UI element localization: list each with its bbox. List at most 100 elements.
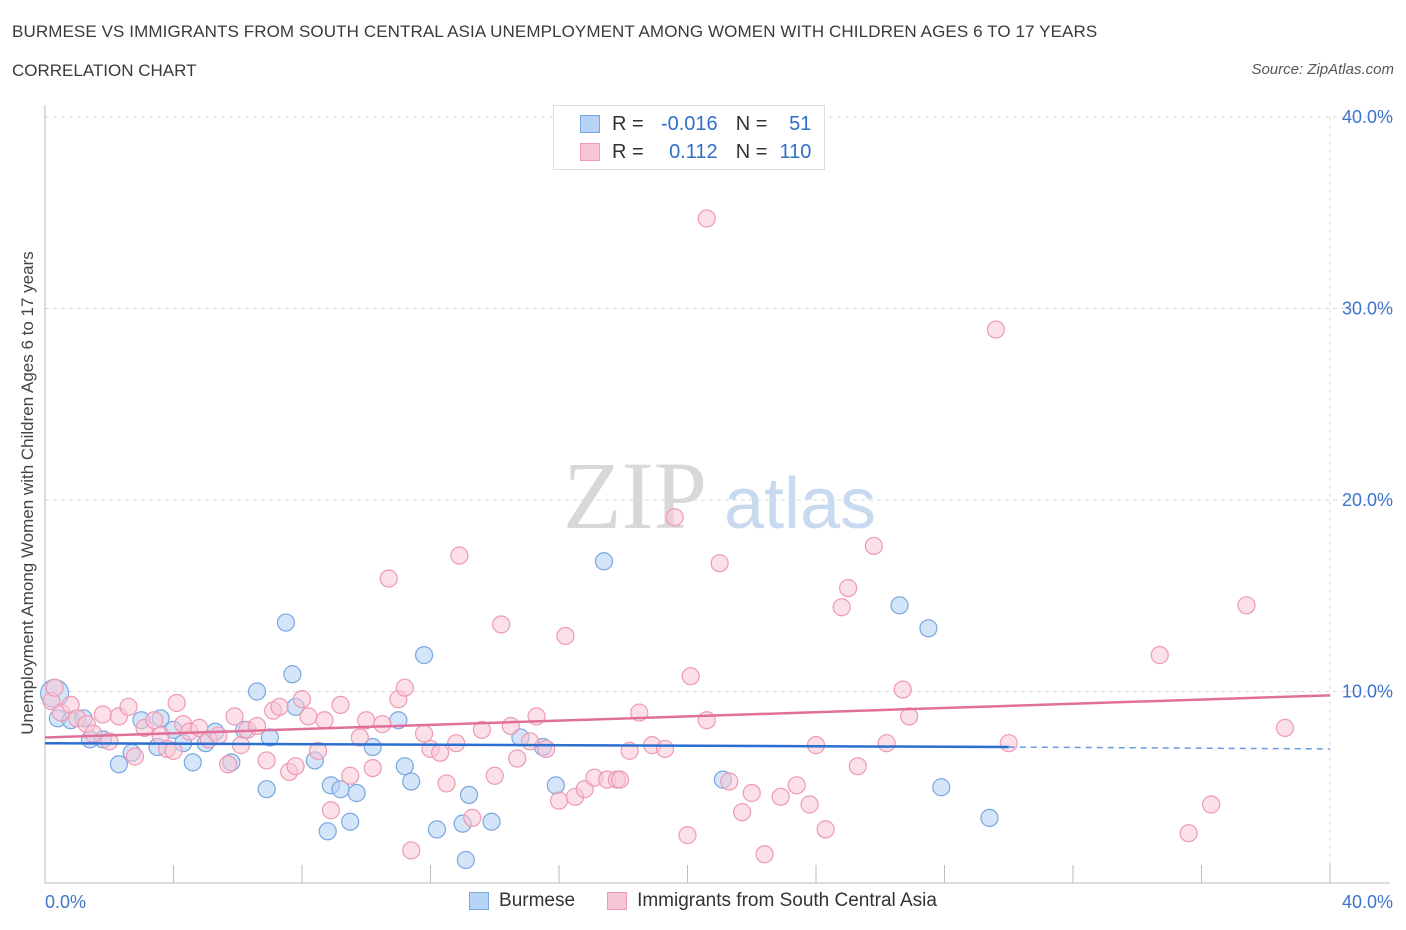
immigrants-point [125, 747, 145, 766]
immigrants-point [350, 728, 369, 747]
immigrants-point [893, 680, 912, 699]
x-tick-label: 40.0% [1342, 892, 1393, 912]
immigrants-point [315, 711, 334, 730]
immigrants-point [665, 508, 684, 527]
immigrants-point [697, 209, 716, 228]
immigrants-point [219, 755, 238, 774]
immigrants-point [431, 743, 450, 762]
correlation-legend: R = -0.016 N = 51 R = 0.112 N = 110 [553, 105, 825, 170]
legend-n-value: 110 [779, 140, 812, 163]
burmese-point [109, 755, 128, 774]
burmese-point [919, 619, 938, 638]
immigrants-point [331, 695, 350, 715]
immigrants-point [697, 711, 716, 730]
immigrants-point [537, 739, 556, 759]
burmese-point [456, 850, 475, 870]
immigrants-point [45, 678, 64, 697]
immigrants-point [839, 578, 858, 598]
burmese-point [546, 776, 565, 795]
immigrants-point [556, 626, 575, 646]
immigrants-point [145, 711, 164, 730]
burmese-swatch [580, 115, 600, 133]
immigrants-point [119, 697, 138, 716]
burmese-point [482, 812, 501, 831]
legend-r-value: 0.112 [669, 140, 718, 163]
burmese-point [459, 785, 479, 805]
immigrants-point [787, 776, 806, 795]
immigrants-point [225, 707, 244, 726]
immigrants-point [299, 707, 318, 726]
tick-labels: 10.0% 20.0% 30.0% 40.0% 0.0% 40.0% [45, 107, 1393, 912]
immigrants-point [209, 726, 228, 745]
immigrants-point [84, 724, 103, 743]
immigrants-point [832, 598, 851, 617]
immigrants-point [501, 716, 520, 736]
legend-r-label: R = [612, 112, 644, 135]
legend-r-label: R = [612, 140, 644, 163]
burmese-point [594, 552, 614, 571]
immigrants-point [681, 667, 700, 686]
immigrants-point [1202, 795, 1221, 814]
immigrants-point [678, 826, 697, 845]
legend-n-label: N = [735, 112, 768, 135]
immigrants-point [816, 820, 835, 839]
burmese-swatch [469, 892, 490, 910]
immigrants-point [800, 795, 819, 814]
burmese-point [427, 820, 447, 839]
burmese-point [402, 772, 421, 791]
immigrants-point [1179, 824, 1198, 843]
immigrants-point [492, 615, 511, 634]
y-tick-label: 20.0% [1342, 490, 1393, 510]
y-tick-label: 40.0% [1342, 107, 1393, 127]
immigrants-point [720, 772, 739, 791]
watermark-atlas: atlas [724, 464, 876, 544]
immigrants-point [655, 739, 675, 759]
legend-r-value: -0.016 [660, 112, 718, 135]
immigrants-point [549, 791, 569, 810]
immigrants-point [986, 320, 1006, 339]
immigrants-trend-line [44, 694, 1331, 739]
immigrants-point [755, 845, 774, 864]
legend-label-burmese: Burmese [499, 890, 576, 911]
burmese-trend-line [44, 741, 1009, 749]
immigrants-point [414, 724, 434, 743]
burmese-point [318, 822, 337, 841]
legend-item-immigrants[interactable]: Immigrants from South Central Asia [607, 890, 937, 912]
burmese-point [414, 646, 434, 665]
legend-row-burmese: R = -0.016 N = 51 [580, 112, 811, 136]
legend-n-value: 51 [789, 112, 812, 135]
axes [44, 105, 1390, 884]
immigrants-point [270, 697, 289, 716]
burmese-point [276, 613, 296, 632]
immigrants-point [1275, 718, 1295, 737]
immigrants-point [742, 783, 761, 803]
immigrants-point [308, 741, 328, 760]
immigrants-point [520, 732, 540, 751]
source-label: Source: ZipAtlas.com [1251, 61, 1394, 78]
burmese-point [932, 778, 951, 797]
immigrants-swatch [607, 892, 628, 910]
burmese-point [980, 808, 999, 827]
x-tick-label: 0.0% [45, 892, 86, 912]
immigrants-point [999, 734, 1018, 753]
immigrants-point [485, 766, 504, 785]
burmese-point [347, 783, 366, 803]
immigrants-point [864, 536, 883, 556]
legend-n-label: N = [735, 140, 768, 163]
legend-item-burmese[interactable]: Burmese [469, 890, 575, 912]
burmese-point [890, 596, 909, 615]
immigrants-point [877, 734, 896, 753]
burmese-point [395, 757, 414, 776]
immigrants-point [447, 734, 466, 753]
legend-row-immigrants: R = 0.112 N = 110 [580, 140, 811, 164]
immigrants-swatch [580, 143, 600, 161]
immigrants-point [733, 803, 752, 822]
immigrants-point [257, 751, 276, 770]
burmese-trend-extension [1008, 746, 1331, 750]
chart-title: BURMESE VS IMMIGRANTS FROM SOUTH CENTRAL… [12, 22, 1098, 41]
burmese-point [283, 665, 302, 684]
y-tick-label: 30.0% [1342, 299, 1393, 319]
immigrants-point [1150, 646, 1169, 665]
immigrants-point [450, 546, 469, 565]
